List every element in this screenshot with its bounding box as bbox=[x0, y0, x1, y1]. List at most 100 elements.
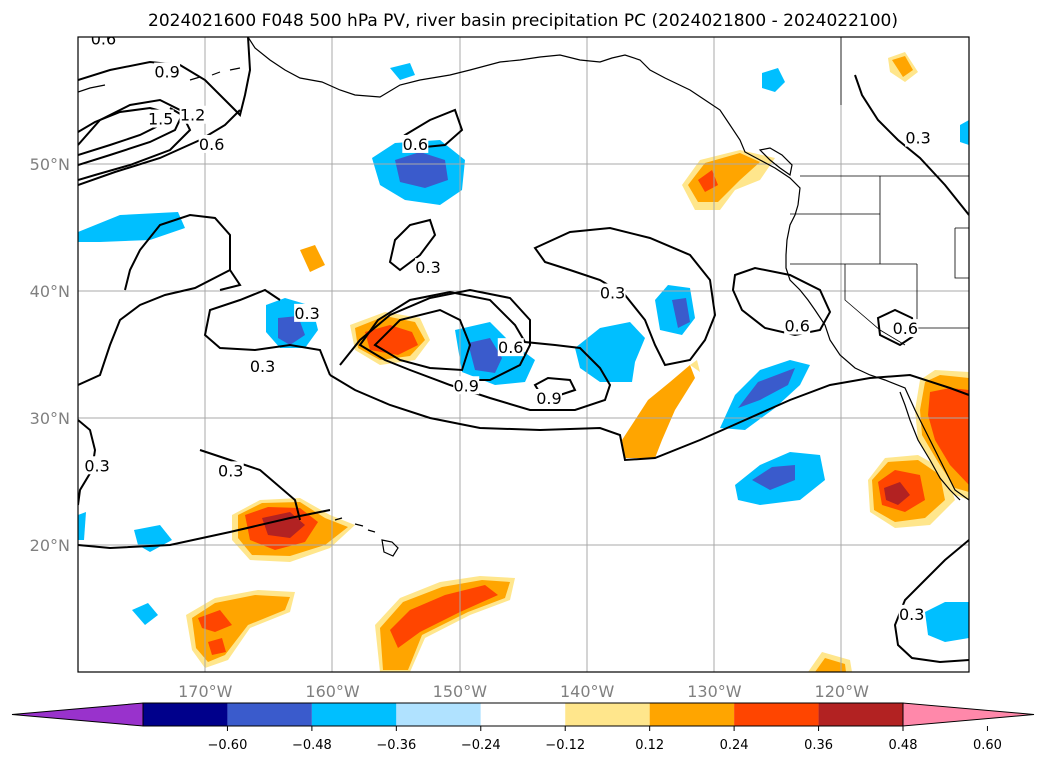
colorbar-tick-label: −0.60 bbox=[208, 738, 248, 753]
colorbar-swatch bbox=[480, 703, 566, 726]
contour-label-background bbox=[179, 105, 206, 124]
contour-label: 1.2 bbox=[180, 106, 205, 125]
colorbar-extend-high bbox=[902, 702, 1035, 727]
colorbar-swatch bbox=[311, 703, 397, 726]
pv-contour bbox=[339, 288, 531, 381]
map-panel: 0.6 0.9 1.5 1.2 0.6 0.6 0.3 0.3 0.3 0.9 0.6 0.9 0.3 0… bbox=[77, 36, 970, 678]
contour-label: 0.3 bbox=[415, 258, 440, 277]
pv-contour bbox=[78, 109, 241, 186]
pv-contour bbox=[199, 449, 301, 521]
contour-label: 0.6 bbox=[784, 317, 809, 336]
colorbar-tick-label: 0.36 bbox=[804, 738, 833, 753]
pv-contour bbox=[78, 213, 242, 386]
precip-area-positive bbox=[198, 610, 232, 632]
precip-area-positive bbox=[884, 482, 910, 505]
precip-area-negative bbox=[390, 63, 415, 80]
colorbar-swatch bbox=[143, 703, 228, 726]
colorbar-swatch bbox=[227, 703, 312, 726]
coastline-vancouver-island bbox=[758, 147, 793, 177]
contour-label: 0.6 bbox=[893, 319, 918, 338]
lon-tick-label: 140°W bbox=[560, 682, 615, 701]
contour-label-background bbox=[415, 258, 442, 277]
precip-area-positive bbox=[898, 672, 905, 678]
precip-area-positive bbox=[208, 638, 226, 655]
coastline-north-america bbox=[785, 204, 969, 501]
contour-label-background bbox=[154, 62, 181, 81]
pv-contour bbox=[533, 226, 717, 367]
contour-label-background bbox=[599, 283, 626, 302]
pv-contour bbox=[388, 218, 437, 272]
coastline-hawaii bbox=[334, 517, 399, 557]
colorbar-tick-label: −0.24 bbox=[461, 738, 501, 753]
coastline-aleutians bbox=[78, 67, 241, 93]
lon-tick-label: 120°W bbox=[815, 682, 870, 701]
colorbar-swatch bbox=[734, 703, 819, 726]
pv-contour bbox=[329, 373, 969, 462]
precip-area-negative bbox=[395, 152, 448, 188]
lat-tick-label: 40°N bbox=[30, 282, 70, 301]
precip-area-negative bbox=[278, 316, 305, 345]
figure-title: 2024021600 F048 500 hPa PV, river basin … bbox=[148, 11, 898, 31]
lon-tick-label: 170°W bbox=[178, 682, 233, 701]
colorbar-tick-label: −0.48 bbox=[292, 738, 332, 753]
contour-label: 0.9 bbox=[154, 63, 179, 82]
contour-label-background bbox=[784, 316, 811, 335]
contour-label-background bbox=[905, 128, 932, 147]
contour-label-background bbox=[294, 303, 321, 322]
lon-tick-label: 150°W bbox=[433, 682, 488, 701]
lat-tick-label: 50°N bbox=[30, 155, 70, 174]
contour-label: 0.3 bbox=[250, 357, 275, 376]
colorbar-swatch bbox=[649, 703, 735, 726]
map-frame bbox=[77, 36, 970, 673]
lat-tick-label: 20°N bbox=[30, 536, 70, 555]
precip-area-positive bbox=[892, 56, 913, 77]
contour-label: 0.3 bbox=[218, 461, 243, 480]
precip-area-negative bbox=[960, 120, 969, 145]
pv-contours bbox=[78, 37, 969, 664]
colorbar-tick-label: 0.12 bbox=[635, 738, 664, 753]
contour-label-background bbox=[497, 338, 524, 357]
precip-area-negative bbox=[468, 338, 502, 373]
precip-area-negative bbox=[738, 368, 795, 408]
contour-label-background bbox=[147, 109, 174, 128]
contour-label: 0.3 bbox=[600, 284, 625, 303]
precip-area-positive bbox=[815, 658, 846, 672]
contour-label-background bbox=[453, 376, 480, 395]
pv-contour bbox=[854, 74, 969, 216]
colorbar-swatch bbox=[396, 703, 481, 726]
colorbar-outline bbox=[142, 702, 904, 727]
precip-area-negative bbox=[752, 465, 795, 490]
contour-label-background bbox=[898, 604, 925, 623]
colorbar-swatch bbox=[565, 703, 650, 726]
contour-labels: 0.6 0.9 1.5 1.2 0.6 0.6 0.3 0.3 0.3 0.9 0.6 0.9 0.3 0… bbox=[84, 37, 932, 624]
contour-label-background bbox=[90, 37, 117, 48]
precip-area-positive bbox=[698, 170, 718, 192]
pv-contour bbox=[893, 539, 969, 664]
coastline-baja bbox=[899, 391, 961, 501]
contour-label-background bbox=[249, 357, 276, 376]
coastlines bbox=[78, 37, 969, 557]
lon-tick-label: 130°W bbox=[687, 682, 742, 701]
precip-area-positive bbox=[262, 512, 305, 538]
colorbar: −0.60 −0.48 −0.36 −0.24 −0.12 0.12 0.24 0.36 0.4… bbox=[11, 702, 1035, 753]
precip-area-negative bbox=[925, 602, 969, 642]
colorbar-extend-low bbox=[11, 702, 144, 727]
precip-shading bbox=[78, 52, 969, 678]
contour-label: 0.6 bbox=[498, 338, 523, 357]
precip-area-positive bbox=[390, 585, 498, 648]
colorbar-tick-label: −0.12 bbox=[545, 738, 585, 753]
contour-label-background bbox=[892, 319, 919, 338]
colorbar-tick-label: −0.36 bbox=[376, 738, 416, 753]
longitude-tick-labels: 170°W 160°W 150°W 140°W 130°W 120°W bbox=[178, 682, 869, 701]
colorbar-tick-label: 0.60 bbox=[973, 738, 1002, 753]
pv-contour bbox=[731, 266, 832, 337]
contour-label: 0.3 bbox=[294, 304, 319, 323]
precip-area-positive bbox=[300, 245, 325, 272]
contour-label: 0.6 bbox=[199, 135, 224, 154]
contour-label: 0.3 bbox=[905, 129, 930, 148]
contour-label: 0.6 bbox=[403, 135, 428, 154]
contour-label-background bbox=[535, 388, 562, 407]
precip-area-negative bbox=[78, 212, 185, 242]
precip-area-negative bbox=[575, 322, 645, 382]
